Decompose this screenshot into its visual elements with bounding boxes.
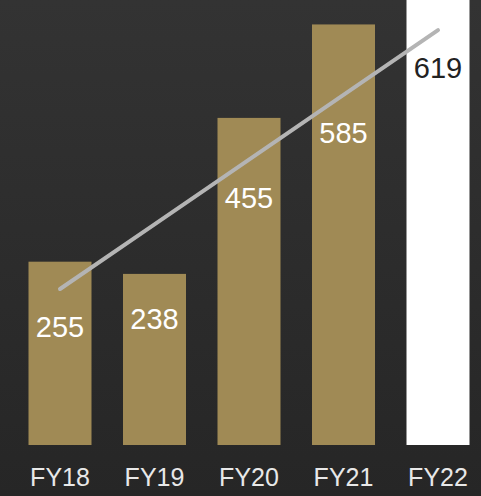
background (0, 0, 481, 496)
tick-label: FY20 (219, 463, 279, 491)
trend-line (60, 30, 438, 289)
tick-label: FY19 (125, 463, 185, 491)
data-label: 585 (319, 117, 367, 149)
bar (123, 274, 186, 445)
tick-label: FY21 (314, 463, 374, 491)
data-label: 455 (225, 182, 273, 214)
bar (218, 118, 281, 445)
plot-area (29, 0, 470, 445)
bar (407, 0, 470, 445)
labels: 255 238 455 585 619 FY18 FY19 FY20 FY21 FY22 (30, 52, 468, 491)
chart: 255 238 455 585 619 FY18 FY19 FY20 FY21 FY22 (0, 0, 481, 496)
data-label: 619 (414, 52, 462, 84)
tick-label: FY22 (408, 463, 468, 491)
data-label: 238 (130, 303, 178, 335)
data-label: 255 (36, 311, 84, 343)
bar (312, 24, 375, 445)
tick-label: FY18 (30, 463, 90, 491)
